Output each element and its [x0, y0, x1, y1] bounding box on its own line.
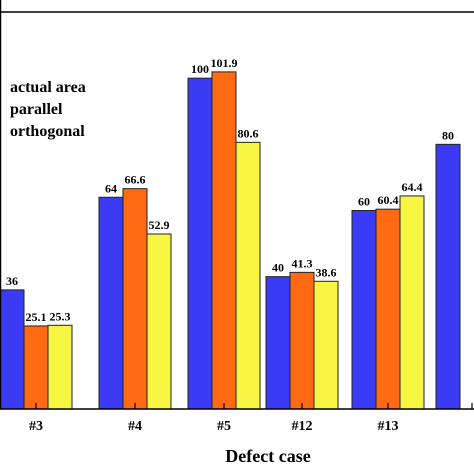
- x-tick-label: #4: [128, 419, 142, 434]
- bar: [0, 289, 25, 410]
- bar: [399, 195, 425, 410]
- bar: [146, 233, 172, 410]
- bar: [351, 210, 377, 410]
- x-tick-label: #5: [217, 419, 231, 434]
- bar: [122, 188, 148, 410]
- bar: [265, 276, 291, 410]
- data-label: 52.9: [149, 218, 170, 232]
- data-label: 25.3: [50, 309, 71, 323]
- data-label: 66.6: [125, 173, 146, 187]
- bar: [211, 71, 237, 410]
- x-tick-label: #12: [292, 419, 313, 434]
- bar: [98, 196, 124, 410]
- data-label: 25.1: [26, 310, 47, 324]
- data-label: 80.6: [238, 126, 259, 140]
- legend-entry: orthogonal: [10, 123, 85, 140]
- legend-entry: actual area: [10, 79, 86, 96]
- bar: [23, 325, 49, 410]
- value-labels-group: 36 25.1 25.3 64 66.6 52.9 100 101.9 80.6 40 41.338…: [6, 56, 454, 324]
- bar: [313, 280, 339, 410]
- data-label: 100: [191, 62, 209, 76]
- bars-group: [0, 71, 461, 410]
- data-label: 64.4: [402, 180, 423, 194]
- data-label: 60: [358, 195, 370, 209]
- bar: [235, 141, 261, 410]
- ticks-group: #3 #4 #5 #12 #13: [29, 403, 473, 434]
- data-label: 41.3: [292, 256, 313, 270]
- x-tick-label: #13: [378, 419, 399, 434]
- bar: [375, 208, 401, 410]
- bar: [187, 77, 213, 410]
- bar: [47, 324, 73, 410]
- data-label: 36: [6, 274, 18, 288]
- bar: [289, 271, 315, 410]
- data-label: 64: [105, 181, 117, 195]
- data-label: 80: [442, 128, 454, 142]
- bar: [435, 143, 461, 410]
- axes-group: [0, 0, 474, 410]
- x-tick-label: #3: [29, 419, 43, 434]
- data-label: 38.6: [316, 265, 337, 279]
- data-label: 40: [272, 261, 284, 275]
- legend-entry: parallel: [10, 101, 63, 118]
- legend: actual area parallel orthogonal: [10, 79, 86, 140]
- x-axis-label: Defect case: [225, 446, 310, 466]
- data-label: 60.4: [378, 193, 399, 207]
- data-label: 101.9: [211, 56, 238, 70]
